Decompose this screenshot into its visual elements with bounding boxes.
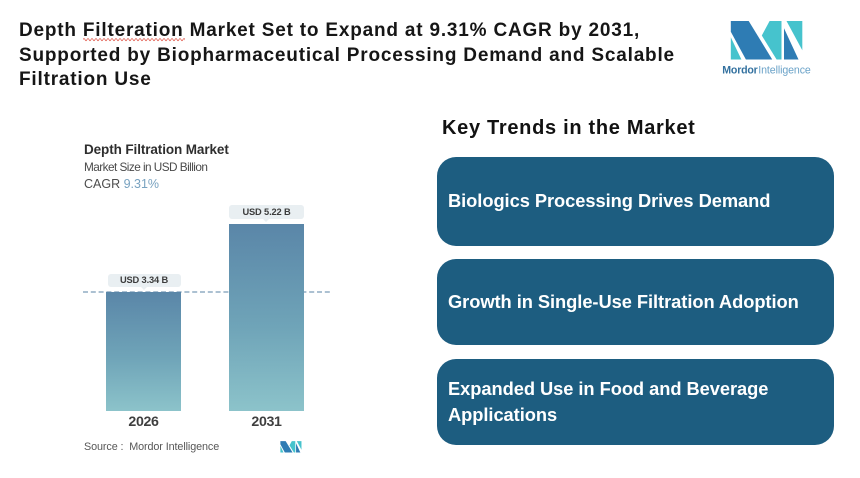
svg-text:Intelligence: Intelligence [758, 64, 811, 76]
svg-text:Mordor: Mordor [722, 64, 757, 76]
